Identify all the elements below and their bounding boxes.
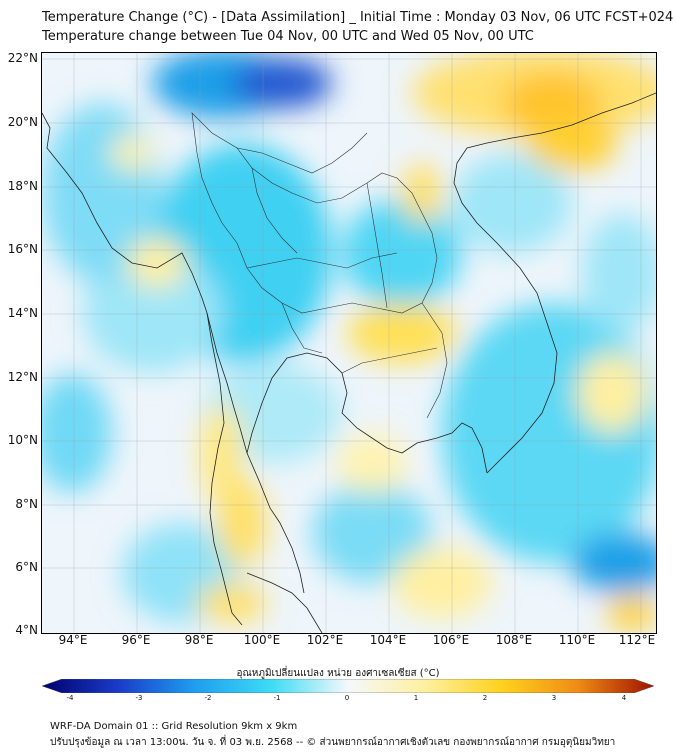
colorbar-tick: 4 <box>621 694 627 702</box>
lon-label: 112°E <box>618 633 656 647</box>
lon-label: 104°E <box>369 633 407 647</box>
temperature-change-map <box>41 52 657 634</box>
map-title: Temperature Change (°C) - [Data Assimila… <box>42 10 674 25</box>
map-canvas <box>42 53 656 633</box>
colorbar-tick: 0 <box>344 694 350 702</box>
lat-label: 8°N <box>15 497 38 511</box>
lat-label: 14°N <box>7 306 38 320</box>
province-borders <box>191 112 448 419</box>
colorbar-tick: -1 <box>273 694 281 702</box>
lat-label: 10°N <box>7 433 38 447</box>
lon-label: 102°E <box>306 633 344 647</box>
lat-label: 20°N <box>7 115 38 129</box>
lat-label: 4°N <box>15 623 38 637</box>
colorbar-tick: 2 <box>482 694 488 702</box>
colorbar-tick: -2 <box>204 694 212 702</box>
lat-label: 22°N <box>7 51 38 65</box>
lat-label: 18°N <box>7 179 38 193</box>
colorbar-tick: 3 <box>551 694 557 702</box>
lat-label: 16°N <box>7 242 38 256</box>
lon-label: 96°E <box>121 633 151 647</box>
lon-label: 110°E <box>558 633 596 647</box>
footer-model-info: WRF-DA Domain 01 :: Grid Resolution 9km … <box>50 721 298 732</box>
colorbar-tick: -4 <box>66 694 74 702</box>
colorbar <box>42 679 654 693</box>
colorbar-tick: -3 <box>135 694 143 702</box>
lon-label: 106°E <box>432 633 470 647</box>
colorbar-tick: 1 <box>413 694 419 702</box>
footer-credit: ปรับปรุงข้อมูล ณ เวลา 13:00น. วัน จ. ที่… <box>50 737 616 748</box>
lon-label: 94°E <box>58 633 88 647</box>
lon-label: 100°E <box>243 633 281 647</box>
coastlines <box>42 92 656 633</box>
lat-label: 6°N <box>15 560 38 574</box>
lat-label: 12°N <box>7 370 38 384</box>
temperature-field <box>42 53 656 631</box>
colorbar-title: อุณหภูมิเปลี่ยนแปลง หน่วย องศาเซลเซียส (… <box>236 668 440 679</box>
map-subtitle: Temperature change between Tue 04 Nov, 0… <box>42 29 534 44</box>
lon-label: 98°E <box>184 633 214 647</box>
lon-label: 108°E <box>495 633 533 647</box>
graticule <box>42 53 656 633</box>
